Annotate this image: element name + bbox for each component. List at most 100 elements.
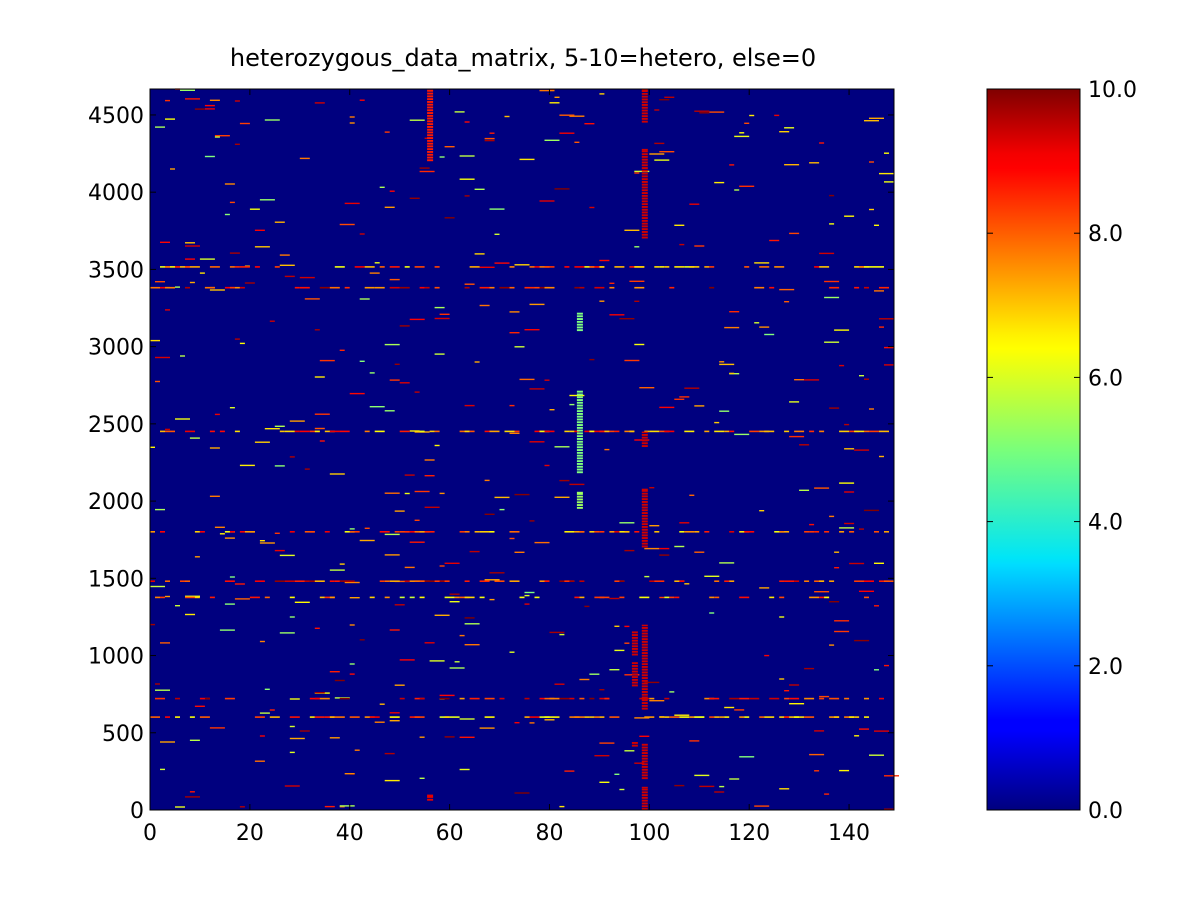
heatmap-cell xyxy=(779,580,785,582)
heatmap-cell xyxy=(504,430,515,433)
heatmap-cell xyxy=(364,266,375,268)
heatmap-cell xyxy=(289,531,295,533)
heatmap-cell xyxy=(434,444,440,447)
heatmap-cell xyxy=(185,580,190,582)
heatmap-cell xyxy=(349,122,355,124)
heatmap-cell xyxy=(829,580,835,582)
heatmap-cell xyxy=(599,689,605,691)
heatmap-cell xyxy=(641,101,648,104)
heatmap-cell xyxy=(409,596,415,599)
heatmap-cell xyxy=(379,531,390,533)
heatmap-cell xyxy=(641,178,648,181)
heatmap-cell xyxy=(399,382,410,384)
heatmap-cell xyxy=(689,203,700,205)
heatmap-cell xyxy=(204,697,210,700)
heatmap-cell xyxy=(576,418,583,421)
heatmap-cell xyxy=(744,531,755,533)
heatmap-cell xyxy=(641,771,648,774)
heatmap-cell xyxy=(554,446,570,448)
heatmap-cell xyxy=(694,551,705,553)
heatmap-cell xyxy=(299,730,310,732)
heatmap-cell xyxy=(631,650,638,653)
heatmap-cell xyxy=(641,112,648,115)
heatmap-cell xyxy=(429,430,435,433)
heatmap-cell xyxy=(389,716,400,718)
heatmap-cell xyxy=(649,700,665,702)
heatmap-cell xyxy=(576,465,583,468)
heatmap-cell xyxy=(165,286,175,289)
heatmap-cell xyxy=(539,697,545,700)
heatmap-cell xyxy=(789,703,805,705)
heatmap-cell xyxy=(474,361,480,363)
heatmap-cell xyxy=(641,808,648,810)
heatmap-cell xyxy=(789,684,800,686)
heatmap-cell xyxy=(514,551,525,553)
heatmap-cell xyxy=(641,233,648,236)
heatmap-cell xyxy=(204,104,215,107)
heatmap-cell xyxy=(884,364,894,366)
heatmap-cell xyxy=(214,413,220,416)
heatmap-cell xyxy=(859,528,864,530)
heatmap-cell xyxy=(579,596,585,599)
heatmap-cell xyxy=(160,741,175,743)
heatmap-cell xyxy=(524,697,530,700)
heatmap-cell xyxy=(494,496,510,499)
heatmap-cell xyxy=(544,464,550,467)
heatmap-cell xyxy=(419,736,425,738)
heatmap-cell xyxy=(314,692,325,694)
heatmap-cell xyxy=(284,430,295,433)
heatmap-cell xyxy=(589,531,595,533)
heatmap-cell xyxy=(344,773,355,775)
heatmap-cell xyxy=(829,697,840,700)
heatmap-cell xyxy=(794,580,800,582)
heatmap-cell xyxy=(654,109,660,111)
heatmap-cell xyxy=(641,545,648,548)
heatmap-cell xyxy=(269,320,275,322)
heatmap-cell xyxy=(504,115,510,118)
heatmap-cell xyxy=(439,492,445,495)
heatmap-cell xyxy=(434,306,445,309)
heatmap-cell xyxy=(774,266,785,268)
colorbar-tick-label: 4.0 xyxy=(1088,511,1123,536)
heatmap-cell xyxy=(769,239,780,242)
heatmap-cell xyxy=(641,503,648,506)
heatmap-cell xyxy=(369,272,380,274)
heatmap-cell xyxy=(509,332,520,334)
y-tick-label: 0 xyxy=(130,799,144,824)
heatmap-cell xyxy=(644,430,650,433)
heatmap-cell xyxy=(834,567,840,569)
heatmap-cell xyxy=(641,796,648,799)
heatmap-cell xyxy=(594,266,600,268)
heatmap-cell xyxy=(641,169,648,172)
heatmap-cell xyxy=(799,716,805,718)
heatmap-cell xyxy=(829,601,840,603)
heatmap-cell xyxy=(427,148,434,151)
heatmap-cell xyxy=(509,311,520,313)
y-tick-label: 1500 xyxy=(88,567,144,592)
heatmap-cell xyxy=(724,580,730,582)
heatmap-cell xyxy=(309,531,315,533)
heatmap-cell xyxy=(649,430,660,433)
heatmap-cell xyxy=(185,98,200,100)
heatmap-cell xyxy=(279,254,290,256)
heatmap-cell xyxy=(264,688,270,690)
heatmap-cell xyxy=(809,596,820,599)
heatmap-cell xyxy=(579,580,585,582)
heatmap-cell xyxy=(879,326,884,328)
heatmap-cell xyxy=(554,188,570,190)
heatmap-cell xyxy=(209,430,215,433)
heatmap-cell xyxy=(574,266,585,268)
heatmap-cell xyxy=(209,495,220,497)
heatmap-cell xyxy=(824,296,840,299)
heatmap-cell xyxy=(185,258,195,260)
heatmap-cell xyxy=(874,266,884,268)
heatmap-cell xyxy=(249,208,260,210)
heatmap-cell xyxy=(249,596,260,599)
heatmap-cell xyxy=(329,716,335,718)
heatmap-cell xyxy=(674,596,680,599)
heatmap-cell xyxy=(834,551,840,553)
heatmap-cell xyxy=(654,580,665,582)
heatmap-cell xyxy=(359,360,365,362)
heatmap-cell xyxy=(279,264,295,266)
